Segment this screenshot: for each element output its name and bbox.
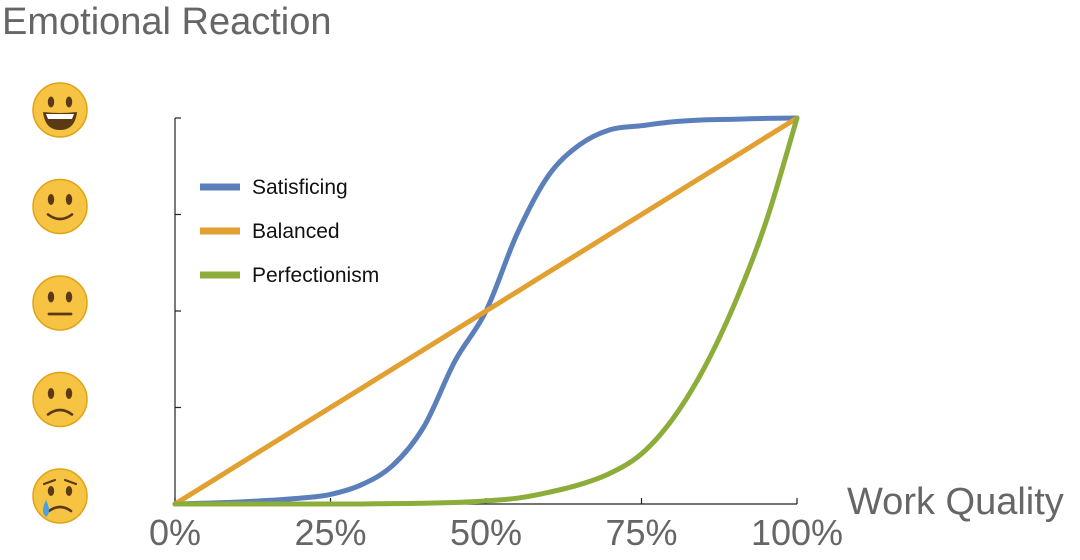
- teeth: [46, 114, 74, 119]
- x-tick-label: 0%: [149, 512, 201, 553]
- mouth: [46, 408, 74, 416]
- neutral-face-icon: [32, 275, 88, 331]
- crying-face-icon: [32, 468, 88, 524]
- eye: [47, 486, 55, 496]
- eye: [47, 194, 55, 205]
- grinning-face-icon: [32, 82, 88, 138]
- tear: [43, 500, 49, 517]
- x-axis-label: Work Quality: [847, 481, 1064, 523]
- x-tick-label: 100%: [751, 512, 843, 553]
- eye: [47, 291, 55, 303]
- eye: [65, 388, 73, 399]
- face-disc: [32, 275, 88, 331]
- series-line-perfectionism: [172, 115, 800, 507]
- y-ticks: [32, 82, 181, 524]
- mouth: [46, 213, 74, 221]
- eye: [65, 194, 73, 205]
- x-tick-label: 75%: [605, 512, 677, 553]
- eye: [47, 96, 55, 108]
- face-disc: [32, 178, 88, 235]
- face-disc: [32, 82, 88, 138]
- x-ticks: 0% 25% 50% 75% 100%: [149, 498, 843, 553]
- eye: [65, 96, 73, 108]
- eye: [65, 486, 73, 496]
- series-lines: [172, 115, 800, 507]
- eyebrow: [63, 478, 78, 486]
- x-tick-label: 25%: [294, 512, 366, 553]
- x-tick-label: 50%: [450, 512, 522, 553]
- mouth: [47, 505, 73, 513]
- slightly-smiling-face-icon: [32, 178, 88, 235]
- eye: [65, 291, 73, 303]
- eyebrow: [42, 478, 57, 486]
- series-line-balanced: [172, 115, 800, 507]
- legend-label: Balanced: [252, 220, 340, 243]
- legend: Satisficing Balanced Perfectionism: [200, 176, 379, 287]
- eye: [47, 388, 55, 399]
- legend-label: Perfectionism: [252, 264, 379, 287]
- frowning-face-icon: [32, 371, 88, 428]
- series-line-satisficing: [172, 115, 800, 507]
- legend-label: Satisficing: [252, 176, 348, 199]
- y-axis-label: Emotional Reaction: [2, 1, 332, 43]
- face-disc: [32, 371, 88, 428]
- face-disc: [32, 468, 88, 524]
